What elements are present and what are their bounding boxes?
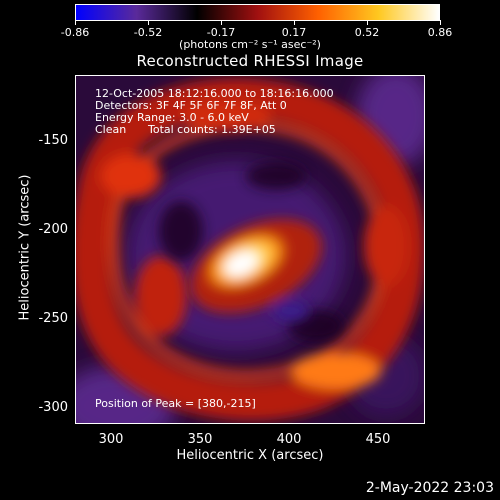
colorbar-tick-mark — [367, 20, 368, 25]
time-range-label: 12-Oct-2005 18:12:16.000 to 18:16:16.000 — [95, 87, 334, 100]
peak-position-label: Position of Peak = [380,-215] — [95, 397, 256, 410]
x-tick: 300 — [98, 432, 124, 447]
colorbar-tick-label: -0.52 — [133, 26, 163, 39]
y-axis-label: Heliocentric Y (arcsec) — [17, 174, 33, 321]
colorbar-units: (photons cm⁻² s⁻¹ asec⁻²) — [179, 38, 321, 51]
x-tick: 400 — [276, 432, 302, 447]
x-tick: 450 — [365, 432, 391, 447]
y-tick: -200 — [38, 222, 68, 237]
x-axis-label: Heliocentric X (arcsec) — [176, 448, 324, 463]
colorbar-tick-mark — [75, 20, 76, 25]
colorbar-tick-mark — [294, 20, 295, 25]
colorbar — [75, 4, 440, 21]
image-canvas — [76, 76, 424, 423]
detectors-label: Detectors: 3F 4F 5F 6F 7F 8F, Att 0 — [95, 99, 287, 112]
energy-range-label: Energy Range: 3.0 - 6.0 keV — [95, 111, 249, 124]
x-tick: 350 — [187, 432, 213, 447]
image-title: Reconstructed RHESSI Image — [136, 52, 364, 70]
colorbar-tick-label: 0.17 — [281, 26, 307, 39]
rhessi-image — [75, 75, 425, 424]
colorbar-tick-label: -0.86 — [60, 26, 90, 39]
colorbar-tick-mark — [221, 20, 222, 25]
colorbar-tick-label: -0.17 — [206, 26, 236, 39]
colorbar-tick-mark — [148, 20, 149, 25]
y-tick: -300 — [38, 400, 68, 415]
y-tick: -250 — [38, 311, 68, 326]
footer-date: 2-May-2022 23:03 — [365, 480, 494, 496]
colorbar-tick-label: 0.52 — [354, 26, 380, 39]
method-label: Clean — [95, 123, 127, 136]
colorbar-tick-label: 0.86 — [427, 26, 453, 39]
total-counts-label: Total counts: 1.39E+05 — [148, 123, 276, 136]
colorbar-tick-mark — [440, 20, 441, 25]
y-tick: -150 — [38, 133, 68, 148]
